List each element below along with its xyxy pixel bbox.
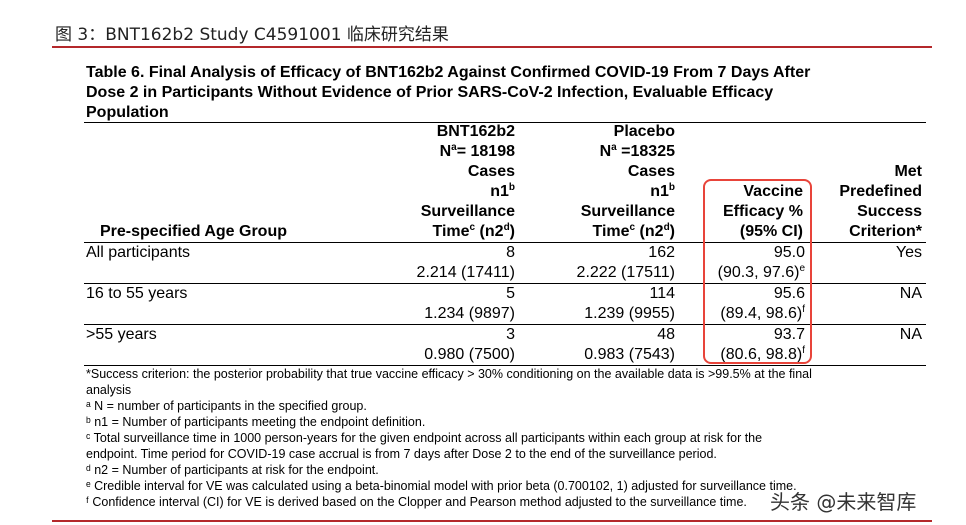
footnote: *Success criterion: the posterior probab… <box>86 367 812 381</box>
footnote: ᶠ Confidence interval (CI) for VE is der… <box>86 495 747 509</box>
row-bnt-time: 1.234 (9897) <box>424 305 515 322</box>
header-rule <box>84 242 926 243</box>
row-placebo-cases: 48 <box>657 326 675 343</box>
row-ci: (90.3, 97.6)e <box>717 263 805 282</box>
placebo-header: Placebo Na =18325 Cases n1b Surveillance… <box>581 122 675 242</box>
bnt-cases: Cases <box>467 163 515 180</box>
table-title: Table 6. Final Analysis of Efficacy of B… <box>86 63 916 123</box>
row-ve: 95.6 <box>773 285 805 302</box>
row-bnt-cases: 8 <box>506 244 515 261</box>
placebo-surveillance: Surveillance <box>580 203 675 220</box>
bnt-name: BNT162b2 <box>436 123 515 140</box>
bnt-header: BNT162b2 Na= 18198 Cases n1b Surveillanc… <box>421 122 515 242</box>
row-bnt-time: 0.980 (7500) <box>424 346 515 363</box>
row-placebo-cases: 162 <box>648 244 675 261</box>
row-group: 16 to 55 years <box>86 285 188 302</box>
placebo-n: Na =18325 <box>599 142 675 161</box>
footnote: ᶜ Total surveillance time in 1000 person… <box>86 431 763 445</box>
placebo-n1: n1b <box>650 182 675 201</box>
footnote: endpoint. Time period for COVID-19 case … <box>86 447 717 461</box>
bnt-time: Timec (n2d) <box>432 222 515 241</box>
row-met: NA <box>899 285 922 302</box>
row-bnt-cases: 5 <box>506 285 515 302</box>
row-rule <box>84 324 926 325</box>
bnt-surveillance: Surveillance <box>420 203 515 220</box>
footnote: ᵈ n2 = Number of participants at risk fo… <box>86 463 379 477</box>
row-group: >55 years <box>86 326 157 343</box>
efficacy-highlight-box <box>703 179 812 364</box>
row-bnt-cases: 3 <box>506 326 515 343</box>
age-group-header: Pre-specified Age Group <box>100 223 287 240</box>
ve-header: Vaccine Efficacy % (95% CI) <box>722 183 803 240</box>
table-title-line: Table 6. Final Analysis of Efficacy of B… <box>86 64 811 81</box>
bnt-n: Na= 18198 <box>439 142 515 161</box>
table-title-line: Dose 2 in Participants Without Evidence … <box>86 84 774 101</box>
placebo-time: Timec (n2d) <box>592 222 675 241</box>
row-ve: 93.7 <box>773 326 805 343</box>
row-ve: 95.0 <box>773 244 805 261</box>
footnote: ᵃ N = number of participants in the spec… <box>86 399 367 413</box>
caption-rule <box>52 46 932 48</box>
row-rule <box>84 283 926 284</box>
row-placebo-time: 0.983 (7543) <box>584 346 675 363</box>
table-title-line: Population <box>86 104 169 121</box>
row-group: All participants <box>86 244 191 261</box>
footnote: ᵉ Credible interval for VE was calculate… <box>86 479 797 493</box>
row-placebo-time: 2.222 (17511) <box>576 264 675 281</box>
figure-caption: 图 3：BNT162b2 Study C4591001 临床研究结果 <box>55 25 449 45</box>
placebo-name: Placebo <box>613 123 675 140</box>
row-met: Yes <box>895 244 922 261</box>
table-top-rule <box>84 122 926 123</box>
table-bottom-rule <box>84 365 926 366</box>
row-met: NA <box>899 326 922 343</box>
footnotes: *Success criterion: the posterior probab… <box>86 366 926 510</box>
placebo-cases: Cases <box>627 163 675 180</box>
row-ci: (80.6, 98.8)f <box>720 345 805 364</box>
row-placebo-cases: 114 <box>649 285 675 302</box>
watermark: 头条 @未来智库 <box>770 490 917 514</box>
footnote: ᵇ n1 = Number of participants meeting th… <box>86 415 426 429</box>
row-placebo-time: 1.239 (9955) <box>584 305 675 322</box>
bottom-rule <box>52 520 932 522</box>
met-header: Met Predefined Success Criterion* <box>839 163 922 240</box>
row-bnt-time: 2.214 (17411) <box>416 264 515 281</box>
footnote: analysis <box>86 383 132 397</box>
bnt-n1: n1b <box>490 182 515 201</box>
row-ci: (89.4, 98.6)f <box>720 304 805 323</box>
